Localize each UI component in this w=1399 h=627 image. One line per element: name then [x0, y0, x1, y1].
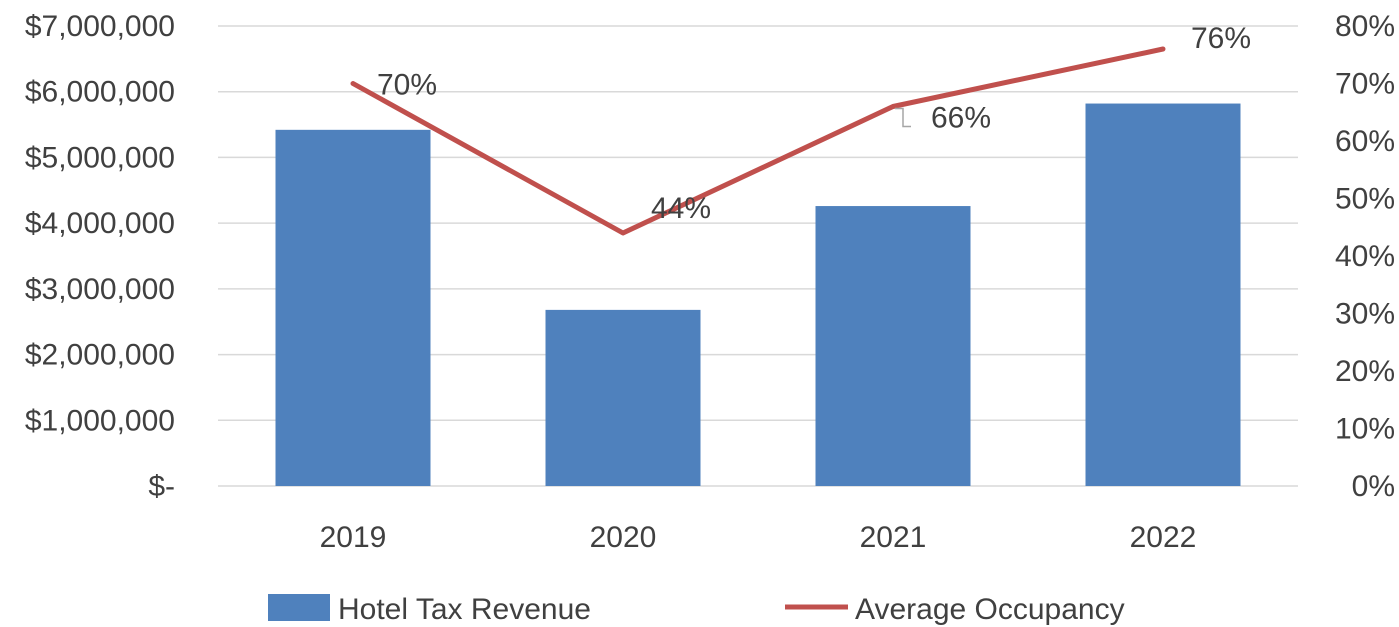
left-axis-tick-label: $7,000,000: [25, 10, 175, 43]
left-axis-tick-label: $6,000,000: [25, 76, 175, 109]
legend-label-average-occupancy: Average Occupancy: [855, 593, 1125, 626]
left-axis-tick-label: $4,000,000: [25, 207, 175, 240]
point-average-occupancy-2020: [621, 231, 625, 235]
data-labels: 70% 44% 66% 76%: [377, 22, 1251, 225]
right-axis-tick-label: 20%: [1335, 355, 1395, 388]
bar-hotel-tax-revenue-2019: [275, 129, 431, 487]
bar-series: [275, 103, 1241, 487]
left-axis-tick-label: $2,000,000: [25, 339, 175, 372]
data-label-average-occupancy-2022: 76%: [1191, 22, 1251, 55]
right-axis-tick-label: 30%: [1335, 298, 1395, 331]
bar-hotel-tax-revenue-2021: [815, 206, 971, 487]
left-axis-tick-label: $1,000,000: [25, 404, 175, 437]
left-axis-tick-label: $3,000,000: [25, 273, 175, 306]
x-axis-tick-label: 2019: [320, 521, 387, 554]
point-average-occupancy-2021: [891, 105, 895, 108]
right-axis-tick-label: 70%: [1335, 68, 1395, 101]
data-label-average-occupancy-2020: 44%: [651, 192, 711, 225]
right-axis-tick-label: 0%: [1352, 470, 1395, 503]
x-axis-tick-label: 2022: [1130, 521, 1197, 554]
left-axis: $- $1,000,000 $2,000,000 $3,000,000 $4,000,0…: [25, 10, 175, 503]
right-axis: 0% 10% 20% 30% 40% 50% 60% 70% 80%: [1335, 10, 1395, 503]
x-axis-tick-label: 2021: [860, 521, 927, 554]
data-label-leader-line: [895, 107, 911, 128]
right-axis-tick-label: 80%: [1335, 10, 1395, 43]
bar-hotel-tax-revenue-2022: [1085, 103, 1241, 487]
line-series: [350, 46, 1166, 236]
right-axis-tick-label: 60%: [1335, 125, 1395, 158]
left-axis-tick-label: $-: [148, 470, 175, 503]
data-label-average-occupancy-2019: 70%: [377, 69, 437, 102]
legend-label-hotel-tax-revenue: Hotel Tax Revenue: [338, 593, 591, 626]
x-axis-tick-label: 2020: [590, 521, 657, 554]
line-average-occupancy: [350, 46, 1166, 236]
right-axis-tick-label: 50%: [1335, 183, 1395, 216]
data-label-average-occupancy-2021: 66%: [931, 102, 991, 135]
right-axis-tick-label: 10%: [1335, 413, 1395, 446]
point-average-occupancy-2019: [351, 82, 355, 85]
legend-swatch-hotel-tax-revenue: [268, 594, 330, 621]
right-axis-tick-label: 40%: [1335, 240, 1395, 273]
left-axis-tick-label: $5,000,000: [25, 141, 175, 174]
bar-hotel-tax-revenue-2020: [545, 309, 701, 486]
point-average-occupancy-2022: [1161, 47, 1165, 51]
x-axis: 2019 2020 2021 2022: [320, 521, 1197, 554]
legend: Hotel Tax Revenue Average Occupancy: [268, 593, 1125, 626]
